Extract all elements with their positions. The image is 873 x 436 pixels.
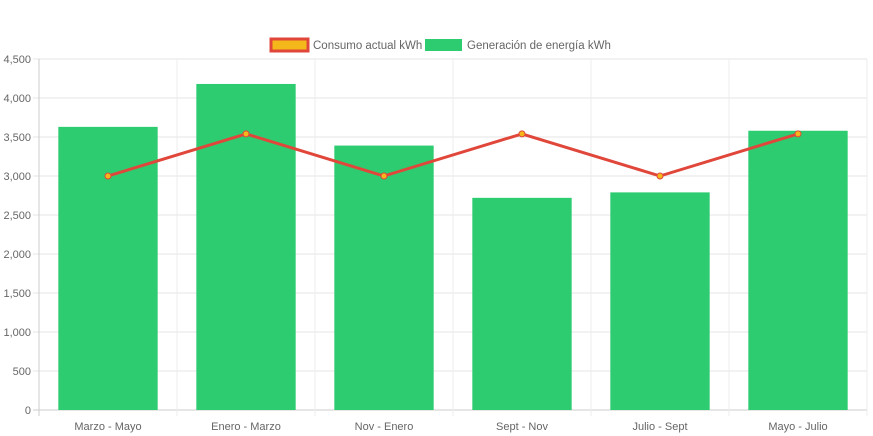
y-tick-label: 500: [13, 366, 31, 378]
y-tick-label: 4,000: [3, 93, 31, 105]
line-point[interactable]: [656, 172, 664, 180]
series-line: [107, 132, 799, 178]
line-point[interactable]: [104, 172, 112, 180]
bar[interactable]: [472, 197, 572, 410]
y-tick-label: 4,500: [3, 54, 31, 66]
line-point[interactable]: [518, 130, 526, 138]
x-tick-label: Mayo - Julio: [768, 421, 827, 433]
bar[interactable]: [196, 83, 296, 411]
legend: Consumo actual kWh Generación de energía…: [269, 37, 611, 53]
x-tick-label: Marzo - Mayo: [74, 421, 141, 433]
y-tick-label: 1,000: [3, 327, 31, 339]
bar[interactable]: [610, 192, 710, 410]
bar[interactable]: [334, 145, 434, 410]
line-series: [104, 130, 802, 180]
bar-series: [58, 83, 848, 411]
line-point[interactable]: [242, 130, 250, 138]
legend-label-consumo[interactable]: Consumo actual kWh: [313, 40, 422, 52]
x-tick-label: Sept - Nov: [496, 421, 548, 433]
y-tick-label: 0: [25, 405, 31, 417]
y-axis: 0 500 1,000 1,500 2,000 2,500 3,000 3,500 4,000 4…: [3, 54, 31, 417]
y-tick-label: 3,000: [3, 171, 31, 183]
bar[interactable]: [748, 130, 848, 410]
y-tick-label: 2,500: [3, 210, 31, 222]
line-point[interactable]: [380, 172, 388, 180]
x-tick-label: Julio - Sept: [632, 421, 687, 433]
legend-swatch-generacion[interactable]: [425, 39, 462, 51]
x-tick-label: Enero - Marzo: [211, 421, 281, 433]
y-tick-label: 2,000: [3, 249, 31, 261]
bar[interactable]: [58, 126, 158, 411]
grid: [33, 58, 868, 416]
x-axis: Marzo - Mayo Enero - Marzo Nov - Enero Sept…: [74, 421, 827, 433]
line-point[interactable]: [794, 130, 802, 138]
y-tick-label: 1,500: [3, 288, 31, 300]
legend-label-generacion[interactable]: Generación de energía kWh: [467, 40, 611, 52]
y-tick-label: 3,500: [3, 132, 31, 144]
x-tick-label: Nov - Enero: [355, 421, 414, 433]
legend-swatch-consumo[interactable]: [269, 37, 310, 53]
